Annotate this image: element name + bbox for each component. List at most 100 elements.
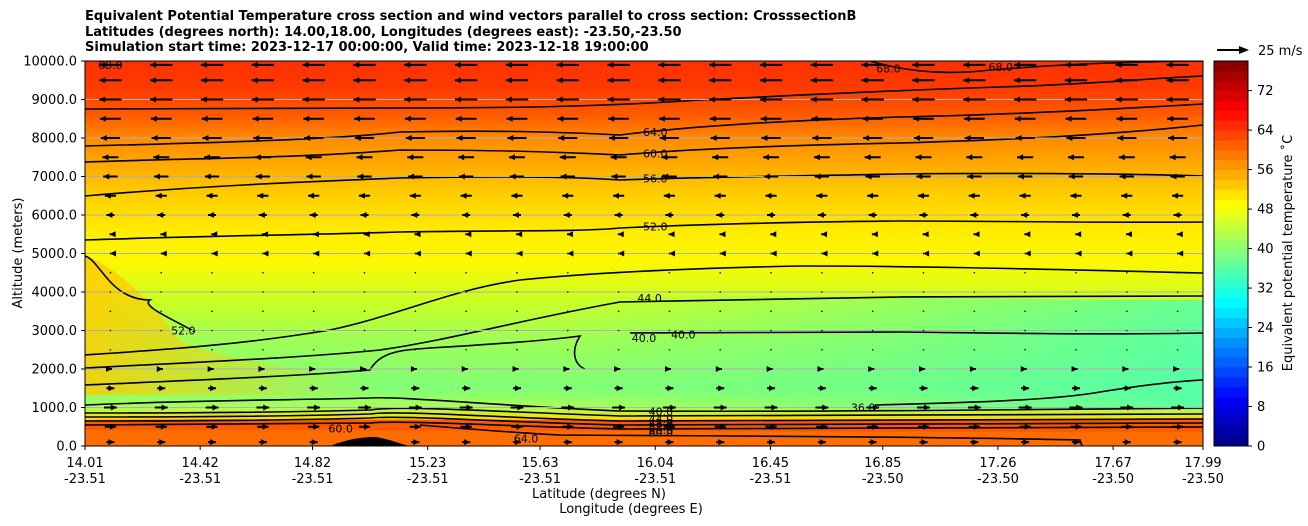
wind-arrowhead (206, 192, 213, 199)
colorbar-band (1214, 61, 1248, 72)
wind-vector (973, 310, 976, 313)
wind-arrowhead (770, 250, 777, 257)
y-tick-label: 2000.0 (32, 363, 78, 378)
wind-vector (1024, 291, 1026, 293)
wind-arrowhead (963, 96, 970, 103)
wind-arrowhead (1014, 115, 1021, 122)
wind-vector (414, 348, 417, 351)
wind-arrowhead (150, 96, 157, 103)
x-tick-label-lat: 16.85 (864, 456, 901, 471)
wind-arrowhead (1177, 250, 1184, 257)
colorbar-band (1214, 367, 1248, 378)
colorbar-band (1214, 80, 1248, 92)
colorbar-tick-label: 8 (1257, 400, 1265, 415)
wind-arrowhead (665, 212, 672, 218)
wind-vector (312, 271, 315, 274)
y-axis-label: Altitude (meters) (11, 198, 26, 309)
wind-arrowhead (262, 250, 269, 257)
wind-arrowhead (308, 192, 315, 199)
wind-arrowhead (157, 212, 164, 218)
wind-arrowhead (759, 61, 766, 68)
wind-arrowhead (917, 192, 924, 199)
contour-label: 40.0 (649, 405, 674, 418)
wind-vectors (99, 61, 1189, 446)
wind-arrowhead (109, 231, 116, 238)
wind-vector (160, 310, 163, 313)
x-tick-label-lat: 14.01 (66, 456, 103, 471)
wind-arrowhead (509, 173, 516, 180)
wind-arrowhead (618, 404, 625, 411)
wind-arrowhead (669, 250, 676, 257)
quiver-key-label: 25 m/s (1258, 44, 1303, 59)
wind-arrowhead (608, 115, 615, 122)
wind-arrowhead (872, 423, 879, 430)
wind-arrowhead (99, 77, 106, 84)
wind-vector (465, 271, 467, 274)
x-tick-label-lon: -23.50 (977, 472, 1019, 487)
wind-arrowhead (413, 385, 420, 392)
wind-arrowhead (154, 173, 161, 180)
wind-arrowhead (719, 423, 726, 430)
contour-label: 64.0 (514, 432, 539, 445)
wind-arrowhead (1167, 115, 1174, 122)
wind-arrowhead (868, 366, 875, 372)
x-tick-label-lat: 17.99 (1184, 456, 1221, 471)
wind-arrowhead (810, 61, 817, 68)
wind-arrowhead (709, 61, 716, 68)
colorbar-band (1214, 327, 1248, 338)
colorbar-band (1214, 110, 1248, 121)
wind-vector (516, 348, 518, 351)
wind-arrowhead (161, 404, 168, 411)
wind-vector (566, 271, 569, 274)
wind-arrowhead (1073, 439, 1080, 446)
wind-arrowhead (771, 404, 778, 411)
contour-40 (85, 334, 586, 386)
wind-arrowhead (254, 154, 261, 161)
wind-arrowhead (1115, 61, 1122, 68)
wind-arrowhead (770, 423, 777, 430)
wind-vector (211, 291, 213, 293)
wind-arrowhead (211, 423, 218, 430)
wind-arrowhead (353, 96, 360, 103)
wind-arrowhead (1017, 154, 1024, 161)
wind-arrowhead (1015, 135, 1022, 141)
wind-arrowhead (614, 212, 621, 218)
contour-label: 56.0 (649, 424, 674, 437)
wind-arrowhead (1121, 192, 1128, 199)
wind-arrowhead (252, 115, 259, 122)
contour-labels: 68.0 68.0 68.064.060.056.052.052.044.040.0… (98, 59, 1013, 445)
wind-arrowhead (505, 77, 512, 84)
wind-vector (566, 291, 569, 293)
y-tick-label: 6000.0 (32, 209, 78, 224)
wind-vector (414, 329, 417, 332)
wind-arrowhead (921, 439, 928, 446)
wind-vector (109, 348, 112, 351)
wind-arrowhead (556, 61, 563, 68)
wind-arrowhead (413, 439, 420, 446)
contour-label: 52.0 (171, 325, 196, 338)
x-tick-label-lat: 15.23 (409, 456, 446, 471)
wind-arrowhead (414, 250, 421, 257)
wind-vector (1024, 310, 1026, 313)
wind-arrowhead (770, 231, 777, 238)
wind-vector (668, 348, 671, 351)
wind-arrowhead (967, 173, 974, 180)
wind-arrowhead (618, 250, 625, 257)
wind-arrowhead (861, 96, 868, 103)
wind-vector (719, 348, 722, 351)
colorbar-tick-label: 56 (1257, 163, 1274, 178)
wind-arrowhead (608, 135, 615, 141)
wind-arrowhead (1064, 96, 1071, 103)
wind-arrowhead (973, 231, 980, 238)
wind-arrowhead (253, 135, 260, 141)
wind-arrowhead (872, 250, 879, 257)
wind-vector (1075, 329, 1077, 332)
wind-arrowhead (665, 366, 672, 372)
colorbar-band (1214, 258, 1248, 269)
wind-vector (1176, 310, 1179, 313)
wind-arrowhead (204, 173, 211, 180)
wind-arrowhead (1021, 212, 1028, 218)
colorbar-label: Equivalent potential temperature ˚C (1280, 135, 1296, 371)
wind-vector (1176, 329, 1179, 332)
wind-vector (262, 329, 264, 332)
